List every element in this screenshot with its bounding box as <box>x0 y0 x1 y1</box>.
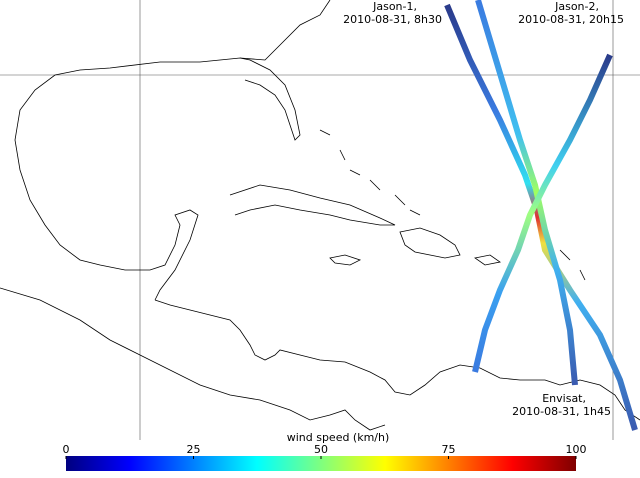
label-date: 2010-08-31, 8h30 <box>343 13 442 26</box>
track-labels: Jason-1, 2010-08-31, 8h30 Jason-2, 2010-… <box>343 0 624 418</box>
label-name: Envisat, <box>542 392 586 405</box>
label-date: 2010-08-31, 1h45 <box>512 405 611 418</box>
label-name: Jason-2, <box>554 0 599 13</box>
satellite-tracks <box>444 0 638 431</box>
label-name: Jason-1, <box>372 0 417 13</box>
colorbar-title: wind speed (km/h) <box>287 431 390 444</box>
colorbar-tick-label: 100 <box>566 443 587 456</box>
colorbar-tick-label: 25 <box>187 443 201 456</box>
coastlines <box>0 0 640 431</box>
colorbar-tick-label: 0 <box>63 443 70 456</box>
label-date: 2010-08-31, 20h15 <box>518 13 624 26</box>
colorbar-tick-label: 50 <box>314 443 328 456</box>
colorbar <box>66 456 576 471</box>
colorbar-tick-label: 75 <box>442 443 456 456</box>
